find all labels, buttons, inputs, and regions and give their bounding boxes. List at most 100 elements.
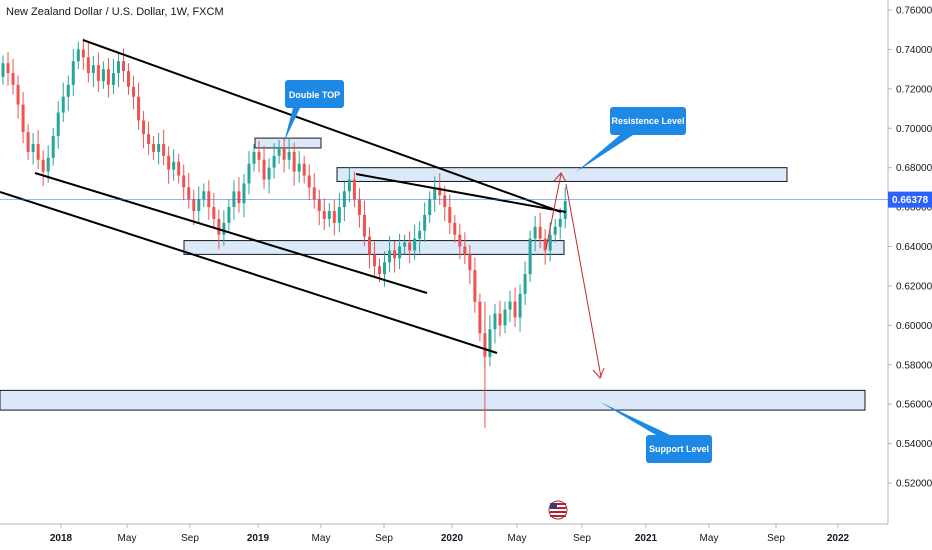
- price-tick-label: 0.66000: [896, 203, 932, 214]
- candle-body: [61, 96, 65, 113]
- candle-body: [162, 144, 166, 156]
- candle-body: [307, 175, 311, 188]
- callout-label: Resistence Level: [611, 116, 684, 126]
- candle-body: [513, 301, 517, 318]
- price-tick-label: 0.72000: [896, 84, 932, 95]
- price-tick-label: 0.74000: [896, 45, 932, 56]
- candle-body: [227, 207, 231, 223]
- candle-body: [56, 112, 60, 137]
- candle-body: [398, 246, 402, 259]
- candle-body: [297, 163, 301, 172]
- current-price-box: [888, 191, 932, 208]
- candle-body: [262, 159, 266, 180]
- trendlines: [0, 39, 567, 354]
- candle-body: [16, 84, 20, 105]
- candle-body: [463, 246, 467, 255]
- projection-arrows: [545, 172, 605, 379]
- support-zone: [0, 389, 866, 411]
- candle-body: [277, 147, 281, 156]
- candle-body: [36, 144, 40, 160]
- candle-body: [142, 120, 146, 135]
- chart-title: New Zealand Dollar / U.S. Dollar, 1W, FX…: [6, 6, 224, 18]
- candle-body: [267, 167, 271, 180]
- candle-body: [362, 214, 366, 237]
- flag-stripe: [550, 507, 566, 509]
- time-tick-label: 2022: [827, 533, 850, 544]
- candle-body: [327, 211, 331, 219]
- candle-body: [317, 199, 321, 212]
- candle-body: [367, 236, 371, 255]
- candle-body: [337, 207, 341, 223]
- time-tick-label: 2021: [635, 533, 658, 544]
- candle-body: [493, 313, 497, 330]
- price-tick-label: 0.76000: [896, 6, 932, 17]
- candle-body: [372, 254, 376, 267]
- candle-body: [116, 61, 120, 74]
- candle-body: [508, 301, 512, 310]
- price-tick-label: 0.62000: [896, 281, 932, 292]
- candle-body: [192, 199, 196, 212]
- candle-body: [81, 49, 85, 58]
- candle-body: [187, 187, 191, 200]
- candle-body: [76, 49, 80, 62]
- price-tick-label: 0.60000: [896, 321, 932, 332]
- zones: [0, 137, 866, 411]
- candle-body: [448, 207, 452, 223]
- price-tick-label: 0.54000: [896, 439, 932, 450]
- candle-body: [157, 144, 161, 152]
- candle-body: [177, 161, 181, 176]
- candle-body: [357, 199, 361, 215]
- candle-body: [403, 242, 407, 247]
- callout-box: [610, 107, 686, 135]
- flag-stripe: [550, 503, 566, 505]
- time-tick-label: May: [118, 533, 137, 544]
- candle-body: [468, 254, 472, 271]
- candle-body: [302, 163, 306, 176]
- candle-body: [96, 65, 100, 81]
- callout-resistance: Resistence Level: [576, 107, 686, 172]
- double-top-zone: [254, 137, 322, 149]
- price-tick-label: 0.52000: [896, 479, 932, 490]
- price-axis[interactable]: 0.76000 0.74000 0.72000 0.70000 0.68000 0.660…: [887, 0, 932, 524]
- candle-body: [413, 238, 417, 251]
- candle-body: [352, 179, 356, 200]
- candle-body: [423, 214, 427, 231]
- candle-body: [222, 222, 226, 235]
- time-tick-label: May: [700, 533, 719, 544]
- price-tick-label: 0.68000: [896, 163, 932, 174]
- time-tick-label: Sep: [767, 533, 785, 544]
- time-tick-label: 2018: [50, 533, 73, 544]
- candle-body: [167, 155, 171, 170]
- candle-body: [242, 183, 246, 204]
- candle-body: [1, 63, 5, 78]
- candle-body: [106, 69, 110, 85]
- candle-body: [558, 218, 562, 227]
- candle-body: [428, 199, 432, 215]
- callouts: Double TOP Resistence Level Support Level: [284, 80, 712, 463]
- candle-body: [282, 147, 286, 160]
- time-axis[interactable]: 2018 May Sep 2019 May Sep 2020 May Sep 2021 May Sep…: [0, 523, 888, 544]
- callout-pointer: [284, 108, 300, 142]
- candle-body: [237, 191, 241, 204]
- candle-body: [21, 104, 25, 133]
- candle-body: [111, 73, 115, 85]
- candle-body: [217, 218, 221, 235]
- callout-label: Double TOP: [289, 90, 340, 100]
- callout-box: [285, 80, 344, 108]
- price-tick-label: 0.58000: [896, 360, 932, 371]
- candle-body: [503, 309, 507, 326]
- callout-pointer: [600, 402, 670, 435]
- candle-body: [553, 226, 557, 235]
- candle-body: [147, 134, 151, 145]
- candle-body: [418, 230, 422, 239]
- candle-body: [121, 61, 125, 72]
- candle-body: [408, 242, 412, 251]
- current-price-label: 0.66378: [892, 195, 929, 206]
- candle-body: [41, 159, 45, 172]
- candle-body: [378, 266, 381, 275]
- us-flag-icon: [548, 500, 568, 520]
- candle-body: [528, 238, 532, 275]
- candle-body: [533, 226, 537, 239]
- candle-body: [312, 187, 316, 200]
